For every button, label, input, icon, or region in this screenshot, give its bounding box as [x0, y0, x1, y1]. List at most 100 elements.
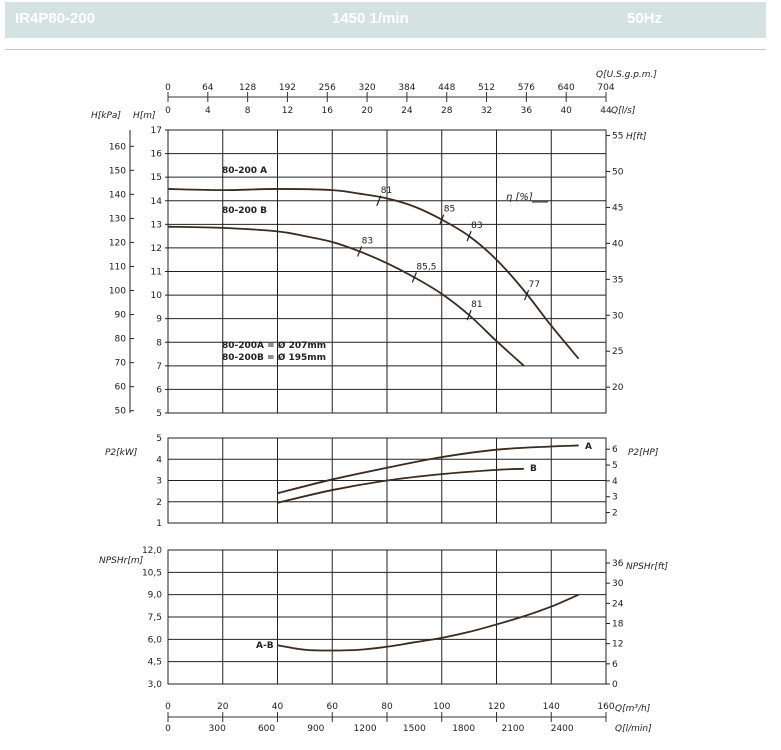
head-ft-axis-label: H[ft]: [626, 132, 647, 142]
usgpm-tick-label: 64: [202, 83, 214, 93]
ls-tick-label: 8: [245, 106, 251, 116]
head-ft-tick-label: 50: [612, 168, 624, 178]
m3h-tick-label: 20: [217, 702, 229, 712]
power-curve-b-label: B: [530, 464, 537, 474]
head-kpa-tick-label: 110: [109, 262, 126, 272]
head-kpa-tick-label: 140: [109, 190, 126, 200]
ls-tick-label: 16: [322, 106, 334, 116]
npsh-ft-tick-label: 6: [612, 660, 618, 670]
power-hp-tick-label: 4: [612, 477, 618, 487]
lmin-tick-label: 1800: [452, 724, 475, 734]
head-m-tick-label: 5: [156, 409, 162, 419]
head-ft-tick-label: 20: [612, 383, 624, 393]
head-m-tick-label: 13: [151, 220, 162, 230]
npsh-m-tick-label: 7,5: [148, 613, 162, 623]
m3h-tick-label: 140: [543, 702, 560, 712]
head-m-tick-label: 7: [156, 362, 162, 372]
usgpm-axis-label: Q[U.S.g.p.m.]: [596, 70, 657, 80]
impeller-note-b: 80-200B = Ø 195mm: [222, 352, 326, 363]
efficiency-tick-mark: [439, 214, 445, 225]
lmin-tick-label: 900: [307, 724, 324, 734]
head-m-tick-label: 10: [151, 291, 163, 301]
head-ft-tick-label: 55: [612, 132, 623, 142]
head-curve-b: [167, 225, 525, 367]
head-m-tick-label: 14: [151, 197, 163, 207]
m3h-tick-label: 60: [327, 702, 339, 712]
usgpm-tick-label: 128: [239, 83, 256, 93]
npsh-ft-tick-label: 36: [612, 559, 624, 569]
head-curve-a-label: 80-200 A: [222, 166, 267, 176]
ls-tick-label: 0: [165, 106, 171, 116]
power-hp-axis-label: P2[HP]: [628, 448, 659, 458]
efficiency-value-label: 83: [471, 221, 482, 231]
usgpm-tick-label: 576: [518, 83, 535, 93]
head-ft-tick-label: 45: [612, 203, 623, 213]
efficiency-value-label: 81: [381, 186, 392, 196]
ls-tick-label: 12: [282, 106, 293, 116]
npsh-ft-tick-label: 30: [612, 579, 624, 589]
head-m-tick-label: 6: [156, 385, 162, 395]
head-ft-tick-label: 40: [612, 239, 624, 249]
head-m-tick-label: 8: [156, 338, 162, 348]
usgpm-tick-label: 256: [319, 83, 336, 93]
head-kpa-tick-label: 60: [115, 383, 127, 393]
head-m-tick-label: 16: [151, 150, 163, 160]
ls-axis-label: Q[l/s]: [611, 106, 636, 116]
lmin-tick-label: 1500: [403, 724, 426, 734]
power-kw-tick-label: 5: [156, 434, 162, 444]
head-m-tick-label: 9: [156, 315, 162, 325]
npsh-m-axis-label: NPSHr[m]: [99, 556, 144, 566]
usgpm-tick-label: 448: [438, 83, 455, 93]
lmin-axis-label: Q[l/min]: [615, 724, 652, 734]
head-kpa-tick-label: 50: [115, 407, 127, 417]
efficiency-axis-label: η [%]: [506, 192, 533, 203]
efficiency-value-label: 85: [444, 205, 455, 215]
ls-tick-label: 40: [560, 106, 572, 116]
efficiency-tick-mark: [524, 289, 530, 301]
npsh-ft-tick-label: 12: [612, 640, 623, 650]
efficiency-tick-mark: [466, 309, 472, 321]
npsh-m-tick-label: 6,0: [148, 635, 163, 645]
usgpm-tick-label: 512: [478, 83, 495, 93]
power-kw-tick-label: 1: [156, 519, 162, 529]
m3h-tick-label: 0: [165, 702, 171, 712]
head-kpa-tick-label: 100: [109, 287, 126, 297]
lmin-tick-label: 2400: [551, 724, 574, 734]
npsh-ft-tick-label: 18: [612, 620, 624, 630]
head-m-tick-label: 15: [151, 173, 162, 183]
lmin-tick-label: 2100: [501, 724, 524, 734]
npsh-ft-axis-label: NPSHr[ft]: [626, 562, 669, 572]
power-curve-b: [277, 467, 524, 504]
m3h-axis-label: Q[m³/h]: [615, 704, 651, 714]
head-kpa-tick-label: 80: [115, 335, 127, 345]
efficiency-tick-mark: [466, 230, 472, 242]
head-curve-a: [167, 188, 580, 360]
power-kw-tick-label: 4: [156, 455, 162, 465]
power-kw-axis-label: P2[kW]: [105, 448, 138, 458]
npsh-curve-ab: [277, 593, 579, 652]
ls-tick-label: 4: [205, 106, 211, 116]
usgpm-tick-label: 0: [165, 83, 171, 93]
m3h-tick-label: 80: [381, 702, 393, 712]
npsh-m-tick-label: 10,5: [142, 568, 162, 578]
m3h-tick-label: 100: [433, 702, 450, 712]
power-curve-a: [277, 444, 579, 495]
power-hp-tick-label: 3: [612, 493, 618, 503]
efficiency-value-label: 85,5: [416, 262, 436, 272]
efficiency-tick-mark: [376, 195, 382, 206]
head-m-tick-label: 12: [151, 244, 162, 254]
npsh-ft-tick-label: 24: [612, 599, 624, 609]
usgpm-tick-label: 704: [597, 83, 614, 93]
power-curve-a-label: A: [585, 442, 592, 452]
ls-tick-label: 36: [521, 106, 533, 116]
m3h-tick-label: 120: [488, 702, 505, 712]
head-kpa-tick-label: 120: [109, 238, 126, 248]
usgpm-tick-label: 640: [558, 83, 575, 93]
frequency-label: 50Hz: [627, 10, 663, 27]
npsh-ft-tick-label: 0: [612, 680, 618, 690]
impeller-note-a: 80-200A = Ø 207mm: [222, 340, 326, 351]
head-m-tick-label: 17: [151, 126, 162, 136]
ls-tick-label: 20: [361, 106, 373, 116]
ls-tick-label: 44: [600, 106, 612, 116]
head-ft-tick-label: 25: [612, 347, 623, 357]
